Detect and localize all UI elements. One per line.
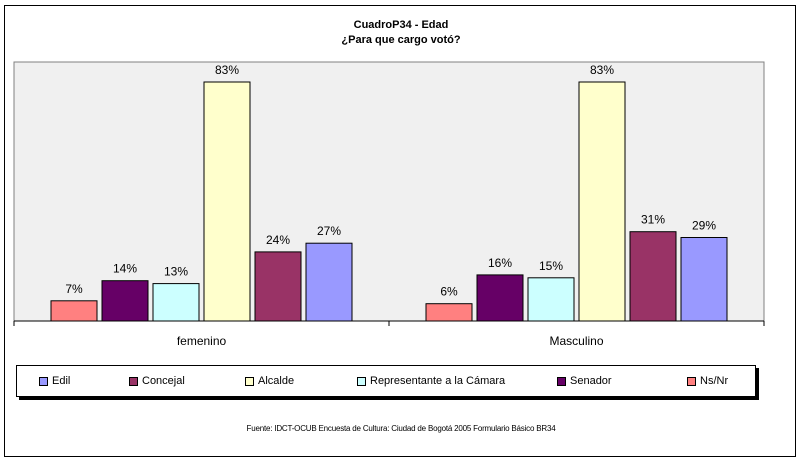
data-label: 29% [692, 219, 716, 233]
bar-representante-a-la-c-mara-femenino [152, 283, 200, 322]
bar-concejal-masculino [629, 231, 677, 322]
bar-senador-masculino [476, 274, 524, 322]
chart-title: CuadroP34 - Edad [353, 19, 449, 31]
chart-title-block: CuadroP34 - Edad ¿Para que cargo votó? [0, 18, 802, 48]
legend-swatch [39, 376, 48, 386]
bar-senador-femenino [101, 280, 149, 322]
legend-item-senador: Senador [557, 375, 612, 387]
data-label: 83% [215, 63, 239, 77]
legend-label: Senador [570, 375, 612, 387]
bar-edil-masculino [680, 237, 728, 322]
legend-swatch [557, 376, 566, 386]
data-label: 24% [266, 233, 290, 247]
data-label: 27% [317, 224, 341, 238]
legend-label: Concejal [142, 375, 185, 387]
bar-ns-nr-masculino [425, 303, 473, 322]
data-label: 13% [164, 265, 188, 279]
legend-item-representante-a-la-c-mara: Representante a la Cámara [357, 375, 505, 387]
legend: Edil Concejal Alcalde Representante a la Cá… [16, 365, 756, 397]
legend-label: Alcalde [258, 375, 295, 387]
bar-concejal-femenino [254, 251, 302, 322]
bar-edil-femenino [305, 242, 353, 322]
data-label: 31% [641, 213, 665, 227]
category-label-femenino: femenino [177, 334, 227, 348]
data-label: 6% [440, 285, 458, 299]
data-label: 83% [590, 63, 614, 77]
legend-label: Representante a la Cámara [370, 375, 506, 387]
legend-swatch [687, 376, 696, 386]
bar-alcalde-femenino [203, 81, 251, 322]
source-note: Fuente: IDCT-OCUB Encuesta de Cultura: C… [246, 424, 556, 433]
legend-swatch [357, 376, 366, 386]
legend-label: Ns/Nr [700, 375, 729, 387]
legend-label: Edil [52, 375, 71, 387]
category-label-masculino: Masculino [549, 334, 603, 348]
data-label: 14% [113, 262, 137, 276]
legend-swatch [245, 376, 254, 386]
bar-alcalde-masculino [578, 81, 626, 322]
legend-item-ns-nr: Ns/Nr [687, 375, 728, 387]
legend-item-alcalde: Alcalde [245, 375, 294, 387]
legend-item-edil: Edil [39, 375, 70, 387]
bar-ns-nr-femenino [50, 300, 98, 322]
data-label: 15% [539, 259, 563, 273]
legend-swatch [129, 376, 138, 386]
legend-item-concejal: Concejal [129, 375, 185, 387]
data-label: 7% [65, 282, 83, 296]
data-label: 16% [488, 256, 512, 270]
bar-representante-a-la-c-mara-masculino [527, 277, 575, 322]
chart-subtitle: ¿Para que cargo votó? [341, 34, 461, 46]
